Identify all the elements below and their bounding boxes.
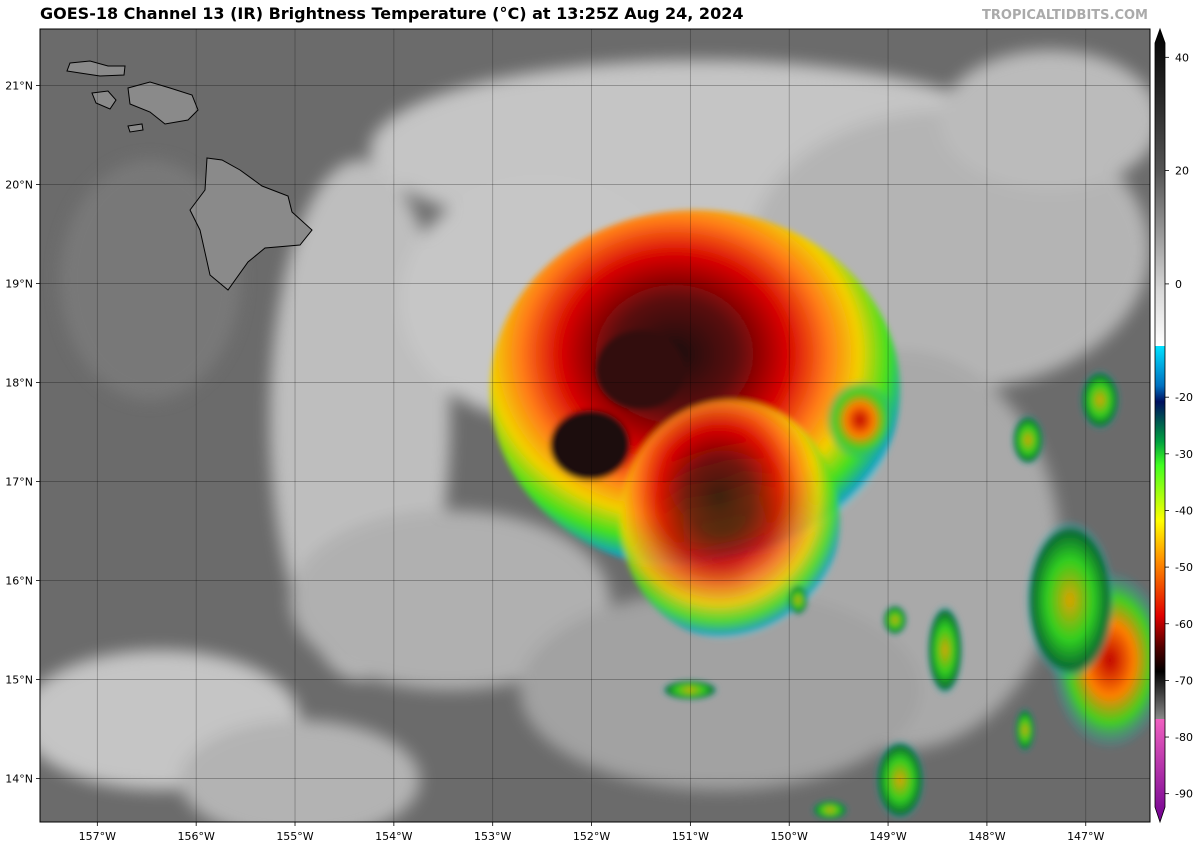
colorbar-scale bbox=[1154, 27, 1166, 824]
colorbar-tick-label: -60 bbox=[1175, 618, 1193, 631]
colorbar-tick-label: -90 bbox=[1175, 788, 1193, 801]
map-title: GOES-18 Channel 13 (IR) Brightness Tempe… bbox=[40, 4, 743, 23]
graticule: 157°W 156°W 155°W 154°W 153°W 152°W 151°W 150°W… bbox=[5, 29, 1150, 843]
lon-tick-label: 153°W bbox=[474, 830, 511, 843]
lat-tick-label: 16°N bbox=[5, 574, 33, 587]
lat-tick-label: 18°N bbox=[5, 376, 33, 389]
colorbar-tick-label: -70 bbox=[1175, 674, 1193, 687]
lat-tick-label: 15°N bbox=[5, 673, 33, 686]
lon-tick-label: 156°W bbox=[177, 830, 214, 843]
lat-tick-label: 19°N bbox=[5, 277, 33, 290]
lon-tick-label: 151°W bbox=[672, 830, 709, 843]
colorbar-tick-label: 0 bbox=[1175, 278, 1182, 291]
colorbar: 40 20 0 -20 -30 -40 -50 -60 -70 -80 -90 bbox=[1154, 27, 1193, 824]
colorbar-tick-label: -80 bbox=[1175, 731, 1193, 744]
lon-tick-label: 152°W bbox=[573, 830, 610, 843]
lat-tick-label: 21°N bbox=[5, 79, 33, 92]
lon-tick-label: 157°W bbox=[79, 830, 116, 843]
lat-tick-label: 20°N bbox=[5, 178, 33, 191]
colorbar-tick-label: -30 bbox=[1175, 448, 1193, 461]
satellite-image bbox=[40, 29, 1150, 822]
lon-tick-label: 154°W bbox=[375, 830, 412, 843]
lon-tick-label: 155°W bbox=[276, 830, 313, 843]
lat-tick-label: 17°N bbox=[5, 475, 33, 488]
colorbar-tick-label: -20 bbox=[1175, 391, 1193, 404]
colorbar-tick-label: -40 bbox=[1175, 504, 1193, 517]
colorbar-tick-label: -50 bbox=[1175, 561, 1193, 574]
lat-tick-label: 14°N bbox=[5, 772, 33, 785]
map-frame bbox=[39, 28, 1151, 823]
lon-tick-label: 147°W bbox=[1067, 830, 1104, 843]
colorbar-tick-label: 40 bbox=[1175, 51, 1189, 64]
watermark: TROPICALTIDBITS.COM bbox=[982, 8, 1148, 23]
lon-tick-label: 149°W bbox=[869, 830, 906, 843]
colorbar-tick-label: 20 bbox=[1175, 165, 1189, 178]
lon-tick-label: 150°W bbox=[771, 830, 808, 843]
lon-tick-label: 148°W bbox=[968, 830, 1005, 843]
